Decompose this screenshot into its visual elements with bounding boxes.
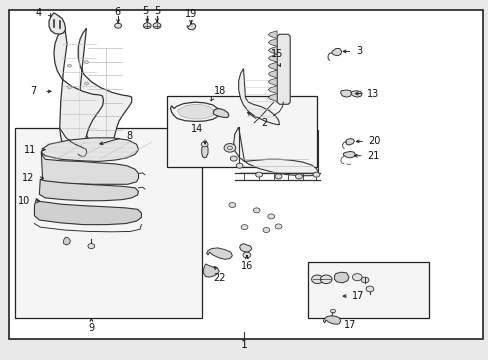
Circle shape bbox=[67, 64, 71, 67]
Text: 12: 12 bbox=[22, 173, 34, 183]
Polygon shape bbox=[238, 68, 279, 125]
Polygon shape bbox=[268, 31, 277, 39]
FancyBboxPatch shape bbox=[15, 128, 202, 318]
Polygon shape bbox=[268, 62, 277, 70]
Circle shape bbox=[224, 144, 235, 152]
Circle shape bbox=[275, 174, 282, 179]
Polygon shape bbox=[63, 237, 70, 245]
Circle shape bbox=[361, 277, 368, 283]
Polygon shape bbox=[49, 13, 65, 34]
Polygon shape bbox=[331, 49, 341, 56]
Text: 16: 16 bbox=[240, 261, 252, 271]
Circle shape bbox=[243, 252, 250, 258]
Circle shape bbox=[253, 208, 260, 213]
Polygon shape bbox=[41, 138, 138, 161]
Polygon shape bbox=[268, 39, 277, 46]
Polygon shape bbox=[334, 272, 348, 283]
Polygon shape bbox=[351, 91, 362, 97]
Circle shape bbox=[311, 275, 323, 284]
Text: 20: 20 bbox=[368, 136, 380, 147]
Polygon shape bbox=[268, 54, 277, 62]
Circle shape bbox=[67, 86, 71, 89]
Polygon shape bbox=[233, 127, 318, 176]
Text: 2: 2 bbox=[261, 118, 267, 128]
Polygon shape bbox=[41, 152, 138, 184]
Polygon shape bbox=[187, 23, 196, 30]
Circle shape bbox=[84, 61, 88, 64]
Polygon shape bbox=[213, 109, 228, 117]
Text: 17: 17 bbox=[352, 291, 364, 301]
Polygon shape bbox=[277, 34, 289, 104]
Polygon shape bbox=[54, 26, 103, 151]
Polygon shape bbox=[39, 179, 138, 201]
Polygon shape bbox=[78, 28, 131, 145]
Circle shape bbox=[267, 214, 274, 219]
Polygon shape bbox=[268, 94, 277, 102]
Text: 7: 7 bbox=[30, 86, 36, 96]
FancyBboxPatch shape bbox=[307, 262, 428, 318]
Polygon shape bbox=[340, 90, 351, 97]
Text: 5: 5 bbox=[154, 6, 160, 17]
Polygon shape bbox=[206, 248, 232, 259]
FancyBboxPatch shape bbox=[9, 10, 482, 339]
Circle shape bbox=[153, 23, 161, 28]
Text: 6: 6 bbox=[114, 8, 120, 18]
Circle shape bbox=[201, 142, 207, 147]
Circle shape bbox=[255, 172, 262, 177]
Text: 4: 4 bbox=[35, 8, 41, 18]
Circle shape bbox=[312, 172, 319, 177]
Text: 17: 17 bbox=[344, 320, 356, 330]
Circle shape bbox=[236, 163, 243, 168]
Polygon shape bbox=[201, 145, 207, 158]
FancyBboxPatch shape bbox=[166, 96, 317, 167]
Polygon shape bbox=[268, 70, 277, 78]
Circle shape bbox=[275, 224, 282, 229]
Text: 3: 3 bbox=[356, 46, 362, 57]
Polygon shape bbox=[34, 199, 141, 225]
Polygon shape bbox=[239, 244, 251, 252]
Polygon shape bbox=[343, 152, 355, 158]
Polygon shape bbox=[203, 264, 219, 277]
Circle shape bbox=[295, 174, 302, 179]
Text: 8: 8 bbox=[126, 131, 133, 141]
Text: 14: 14 bbox=[190, 124, 203, 134]
Circle shape bbox=[366, 286, 373, 292]
Polygon shape bbox=[177, 104, 214, 119]
Polygon shape bbox=[323, 316, 340, 324]
Text: 22: 22 bbox=[213, 273, 225, 283]
Circle shape bbox=[352, 274, 362, 281]
Circle shape bbox=[88, 244, 95, 249]
Circle shape bbox=[320, 275, 331, 284]
Circle shape bbox=[143, 23, 151, 28]
Text: 1: 1 bbox=[241, 340, 247, 350]
Circle shape bbox=[241, 225, 247, 230]
Circle shape bbox=[84, 82, 88, 85]
Circle shape bbox=[263, 228, 269, 233]
Polygon shape bbox=[268, 78, 277, 86]
Circle shape bbox=[228, 203, 235, 207]
Text: 18: 18 bbox=[214, 86, 226, 96]
Text: 15: 15 bbox=[271, 49, 283, 59]
Polygon shape bbox=[345, 139, 354, 145]
Text: 21: 21 bbox=[366, 151, 379, 161]
Text: 9: 9 bbox=[88, 323, 94, 333]
Text: 10: 10 bbox=[18, 197, 30, 206]
Text: 13: 13 bbox=[366, 89, 379, 99]
Circle shape bbox=[230, 156, 237, 161]
Polygon shape bbox=[268, 46, 277, 54]
Text: 19: 19 bbox=[184, 9, 197, 18]
Text: 11: 11 bbox=[24, 145, 36, 155]
Polygon shape bbox=[268, 86, 277, 94]
Text: 5: 5 bbox=[142, 6, 148, 17]
Circle shape bbox=[115, 23, 121, 28]
